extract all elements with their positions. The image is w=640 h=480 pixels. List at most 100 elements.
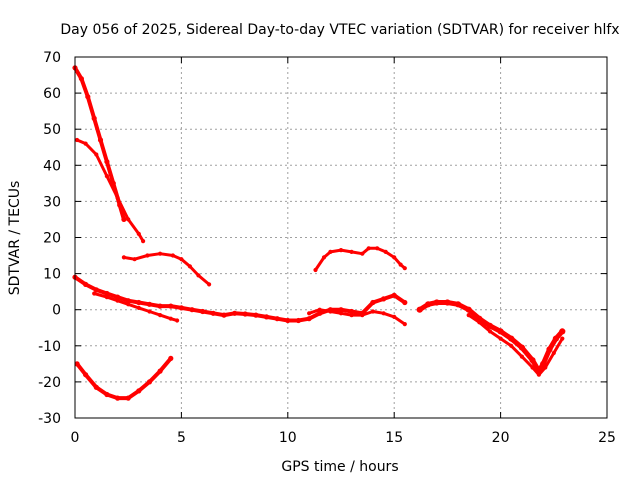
data-point — [349, 313, 354, 318]
data-point — [477, 320, 482, 325]
data-point — [559, 328, 566, 335]
y-tick-label: -30 — [38, 411, 61, 427]
data-point — [92, 291, 97, 296]
data-point — [93, 384, 99, 390]
data-point — [328, 249, 333, 254]
data-point — [104, 174, 109, 179]
series-arc-c — [122, 252, 211, 286]
data-point — [295, 317, 301, 324]
data-point — [540, 360, 547, 367]
data-point — [383, 249, 388, 254]
y-tick-label: -20 — [38, 375, 61, 391]
series-arc-i — [417, 300, 565, 374]
data-point — [104, 391, 110, 398]
data-point — [466, 313, 471, 318]
data-point — [425, 301, 432, 308]
data-point — [536, 372, 542, 377]
data-point — [402, 299, 408, 306]
y-tick-label: 40 — [43, 158, 61, 174]
axis-ticks: 0 5 10 15 20 25 -30 -20 -10 0 10 20 30 40 50 60 70 — [38, 50, 616, 446]
data-point — [328, 309, 333, 314]
data-point — [200, 308, 206, 315]
data-point — [338, 248, 344, 253]
data-point — [125, 298, 131, 304]
data-point — [242, 311, 248, 317]
data-point — [381, 296, 387, 302]
data-point — [104, 295, 109, 300]
data-point — [136, 305, 141, 310]
data-point — [145, 253, 150, 258]
data-point — [391, 292, 397, 298]
data-point — [375, 246, 380, 251]
data-point — [508, 335, 515, 342]
chart-title: Day 056 of 2025, Sidereal Day-to-day VTE… — [60, 22, 619, 38]
series-arc-g — [75, 356, 173, 401]
data-point — [370, 309, 375, 314]
data-point — [416, 306, 423, 313]
series-arc-f — [307, 308, 407, 326]
data-point — [338, 307, 344, 313]
data-point — [196, 273, 201, 278]
data-point — [168, 303, 174, 309]
data-point — [121, 216, 127, 222]
data-point — [136, 231, 141, 236]
data-point — [402, 266, 407, 271]
data-point — [560, 336, 565, 341]
y-tick-label: 30 — [43, 194, 61, 210]
data-point — [253, 312, 259, 318]
data-point — [104, 159, 110, 165]
x-tick-label: 15 — [385, 430, 403, 446]
data-point — [93, 287, 99, 293]
data-point — [157, 303, 163, 309]
y-tick-label: 50 — [43, 122, 61, 138]
data-point — [498, 336, 503, 341]
data-point — [321, 255, 327, 260]
data-point — [317, 310, 323, 316]
data-point — [91, 115, 97, 121]
data-point — [338, 311, 344, 316]
data-point — [551, 350, 556, 356]
y-tick-label: 60 — [43, 86, 61, 102]
y-tick-label: 70 — [43, 50, 61, 66]
data-point — [104, 290, 110, 297]
data-point — [317, 307, 322, 312]
data-point — [115, 195, 120, 200]
data-point — [366, 246, 371, 251]
data-point — [263, 314, 270, 320]
data-point — [360, 313, 365, 318]
data-point — [126, 217, 131, 222]
data-point — [170, 253, 175, 258]
y-tick-label: -10 — [38, 339, 61, 355]
data-point — [360, 251, 365, 256]
x-tick-label: 0 — [71, 430, 80, 446]
data-point — [444, 299, 451, 306]
data-point — [207, 282, 212, 287]
data-point — [158, 313, 163, 318]
data-point — [141, 239, 146, 244]
data-point — [530, 365, 535, 370]
x-axis-label: GPS time / hours — [281, 459, 398, 475]
data-point — [552, 335, 560, 342]
data-point — [179, 257, 184, 262]
data-point — [381, 311, 386, 316]
data-point — [83, 141, 88, 146]
data-point — [454, 301, 462, 308]
y-tick-label: 0 — [52, 303, 61, 319]
series-arc-b — [75, 138, 145, 243]
data-point — [175, 318, 180, 323]
data-point — [115, 294, 121, 300]
data-point — [402, 322, 407, 327]
x-tick-label: 25 — [598, 430, 616, 446]
data-point — [210, 310, 216, 316]
data-series-group — [72, 65, 566, 401]
data-point — [285, 317, 291, 324]
data-point — [519, 354, 525, 359]
data-point — [232, 310, 238, 316]
data-point — [168, 316, 173, 321]
data-point — [465, 306, 472, 313]
data-point — [147, 309, 152, 314]
data-point — [168, 355, 174, 361]
data-point — [392, 255, 397, 260]
data-point — [187, 264, 192, 269]
data-point — [132, 257, 137, 262]
